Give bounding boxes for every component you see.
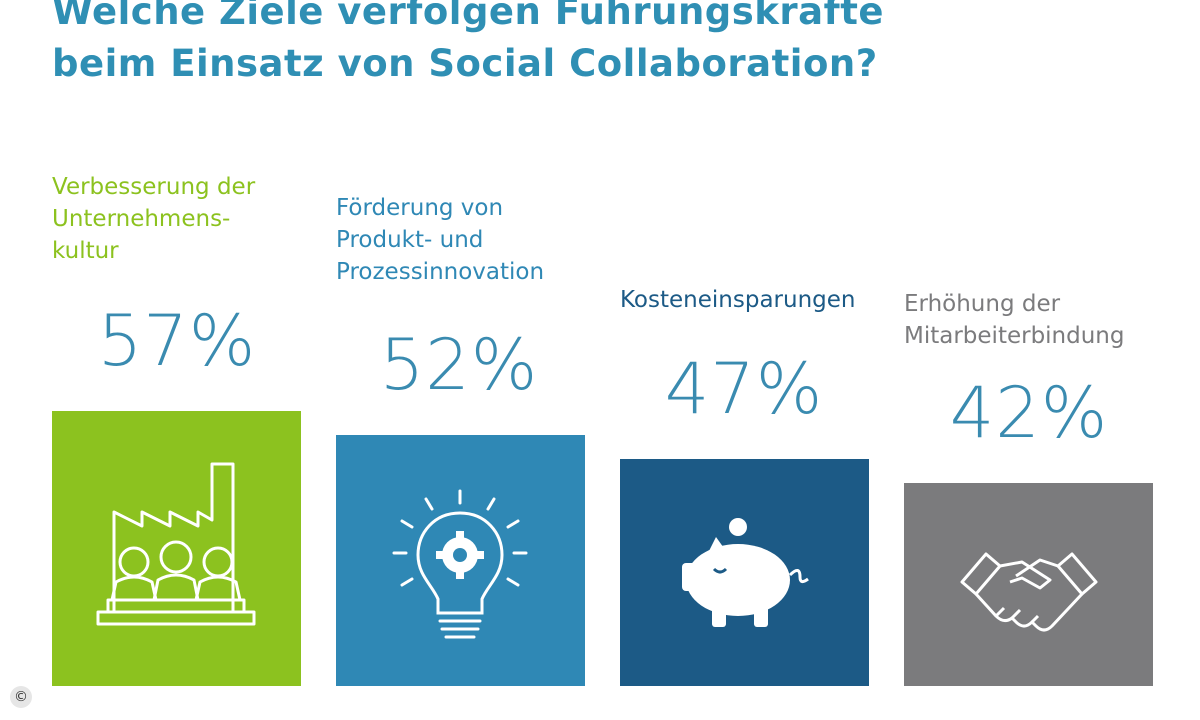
value-label: 47% bbox=[664, 348, 824, 430]
lightbulb-gear-icon bbox=[392, 489, 528, 639]
category-label: Verbesserung der Unternehmens- kultur bbox=[52, 174, 256, 264]
value-label: 52% bbox=[379, 324, 539, 406]
handshake-icon bbox=[960, 552, 1098, 632]
category-label: Förderung von Produkt- und Prozessinnova… bbox=[336, 195, 545, 285]
bar-erhoehung-mitarbeiterbindung bbox=[904, 483, 1153, 686]
chart-title-line-1: Welche Ziele verfolgen Führungskräfte bbox=[52, 0, 884, 33]
piggy-bank-icon bbox=[682, 518, 809, 627]
bar-foerderung-innovation bbox=[336, 435, 585, 686]
value-label: 42% bbox=[949, 372, 1109, 454]
copyright-badge: © bbox=[10, 686, 32, 708]
bar-kosteneinsparungen bbox=[620, 459, 869, 686]
factory-people-icon bbox=[96, 462, 256, 626]
chart-title-line-2: beim Einsatz von Social Collaboration? bbox=[52, 42, 878, 85]
chart-title: Welche Ziele verfolgen Führungskräfte be… bbox=[52, 0, 1152, 90]
category-label: Erhöhung der Mitarbeiterbindung bbox=[904, 291, 1125, 349]
value-label: 57% bbox=[97, 300, 257, 382]
bar-verbesserung-unternehmenskultur bbox=[52, 411, 301, 686]
category-label: Kosteneinsparungen bbox=[620, 287, 856, 313]
